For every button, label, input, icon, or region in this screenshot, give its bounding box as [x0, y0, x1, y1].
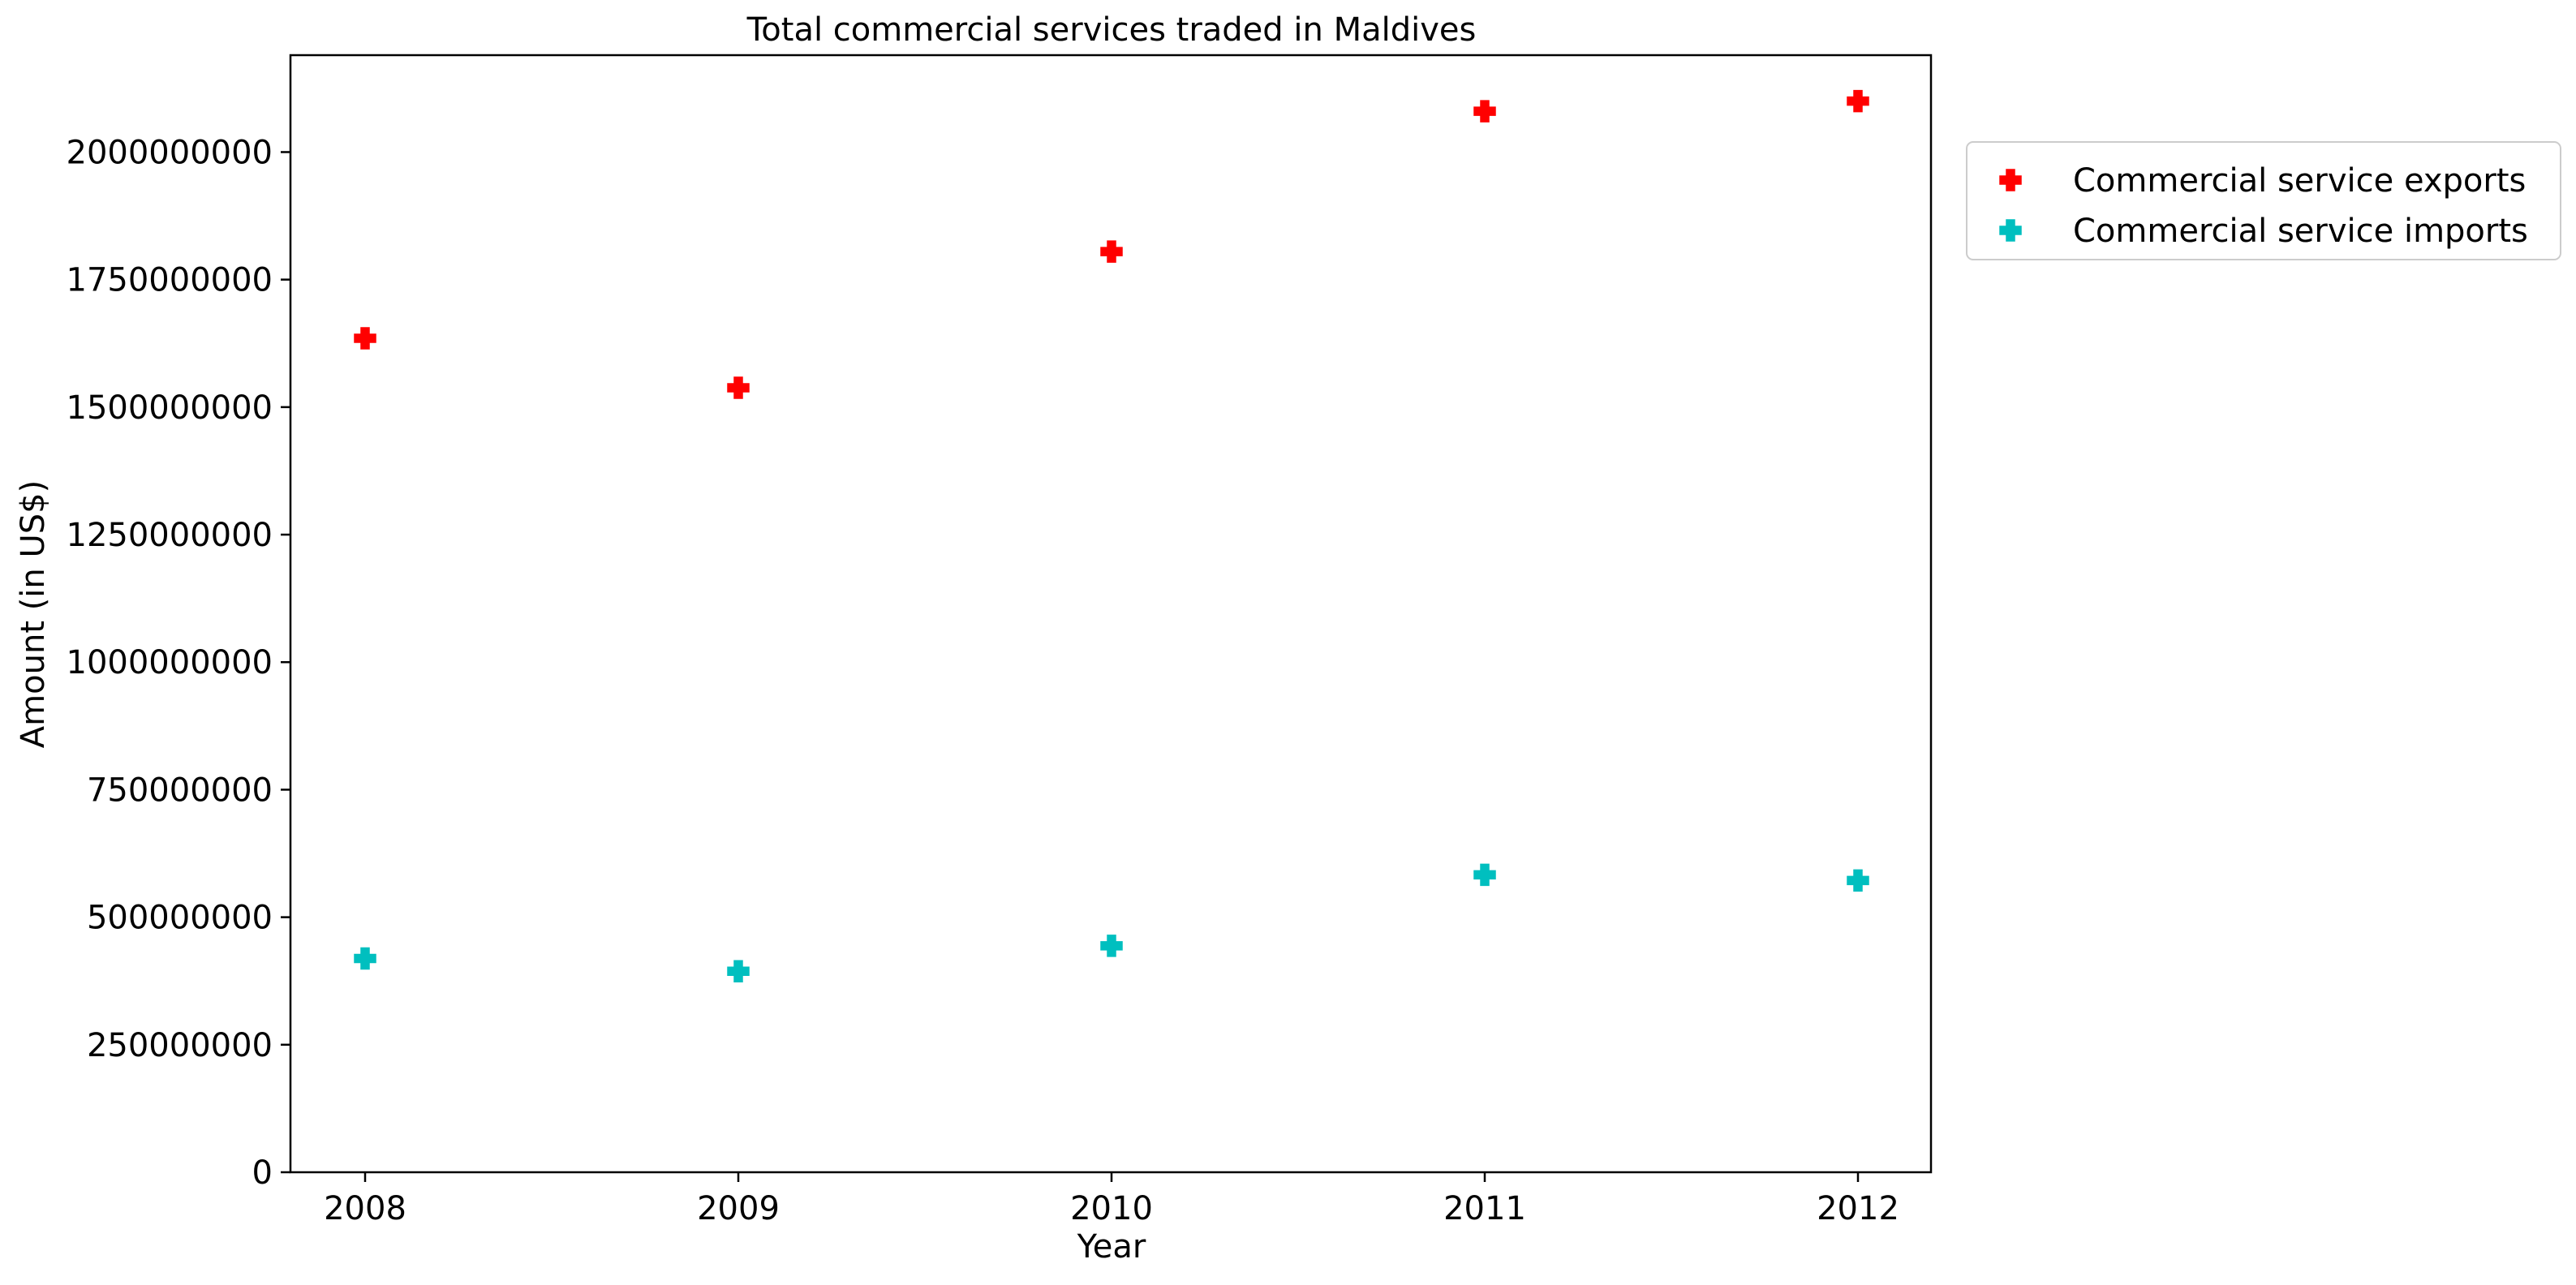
y-tick-label: 1000000000	[67, 644, 273, 681]
legend-label-commercial-service-imports: Commercial service imports	[2073, 213, 2528, 250]
x-tick-label: 2010	[1070, 1190, 1153, 1227]
data-point-commercial-service-exports	[1847, 89, 1869, 113]
plot-area-frame	[289, 54, 1933, 1174]
x-tick-label: 2011	[1443, 1190, 1526, 1227]
data-point-commercial-service-exports	[727, 376, 750, 399]
legend-marker-commercial-service-exports	[1999, 169, 2022, 191]
legend-box	[1966, 141, 2561, 260]
legend-label-commercial-service-exports: Commercial service exports	[2073, 162, 2526, 200]
y-tick-label: 500000000	[87, 900, 273, 937]
y-axis-label: Amount (in US$)	[15, 480, 52, 748]
data-point-commercial-service-exports	[1100, 240, 1123, 263]
y-tick-label: 1750000000	[67, 262, 273, 299]
data-point-commercial-service-exports	[354, 327, 376, 350]
legend-items: Commercial service exports Commercial ser…	[1999, 162, 2528, 250]
x-axis-label: Year	[1077, 1228, 1146, 1266]
data-points	[354, 89, 1869, 983]
chart-title: Total commercial services traded in Mald…	[746, 11, 1477, 49]
y-tick-label: 250000000	[87, 1027, 273, 1064]
data-point-commercial-service-imports	[1100, 935, 1123, 957]
y-tick-label: 1500000000	[67, 389, 273, 427]
data-point-commercial-service-imports	[727, 960, 750, 983]
series-commercial-service-imports	[354, 863, 1869, 983]
axis-ticks: 0 250000000 500000000 750000000 1000000000 12…	[67, 134, 1899, 1227]
y-tick-label: 750000000	[87, 771, 273, 809]
x-tick-label: 2012	[1817, 1190, 1899, 1227]
series-commercial-service-exports	[354, 89, 1869, 399]
x-tick-label: 2009	[697, 1190, 780, 1227]
x-tick-label: 2008	[324, 1190, 406, 1227]
data-point-commercial-service-imports	[354, 947, 376, 970]
y-tick-label: 2000000000	[67, 134, 273, 171]
y-tick-label: 1250000000	[67, 517, 273, 554]
legend-marker-commercial-service-imports	[1999, 219, 2022, 242]
data-point-commercial-service-exports	[1473, 100, 1496, 122]
legend: Commercial service exports Commercial ser…	[1966, 141, 2561, 260]
data-point-commercial-service-imports	[1847, 869, 1869, 892]
y-tick-label: 0	[252, 1154, 273, 1192]
data-point-commercial-service-imports	[1473, 863, 1496, 887]
